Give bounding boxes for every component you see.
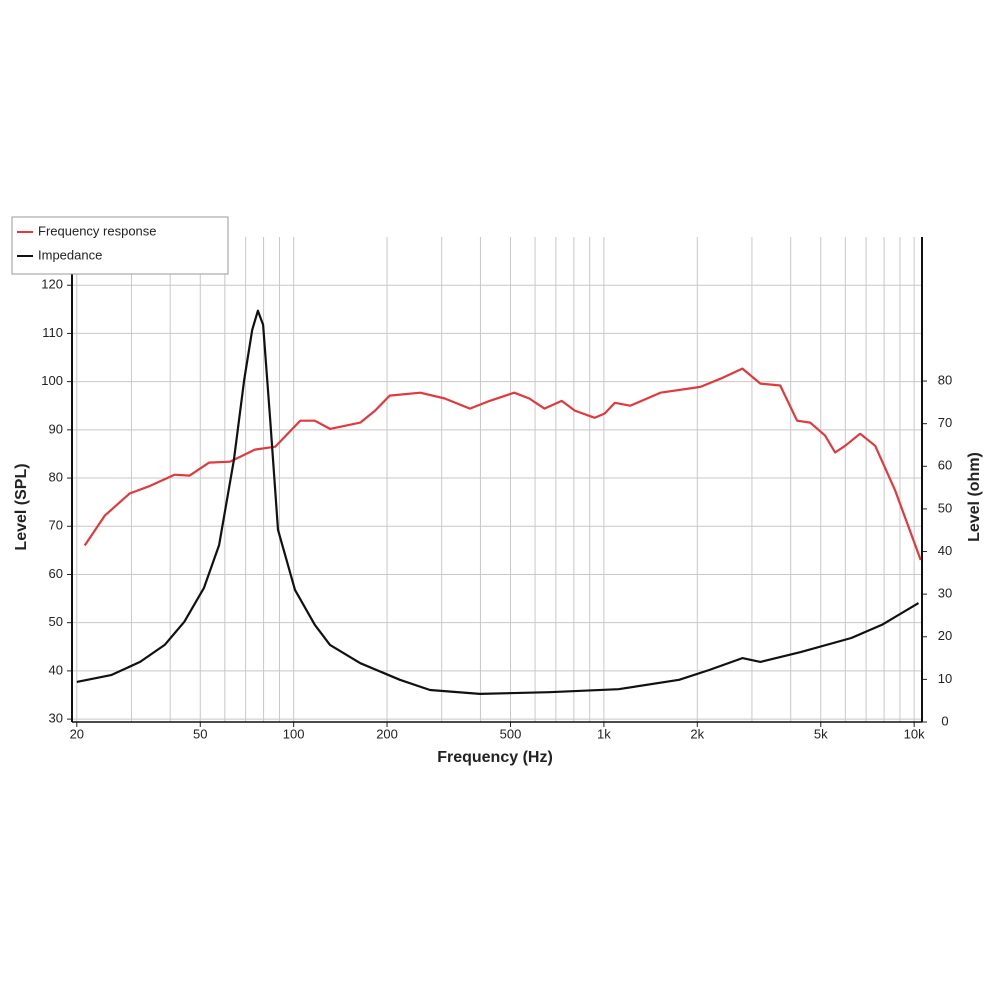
- legend-label: Impedance: [38, 247, 102, 262]
- x-tick-label: 2k: [690, 726, 704, 741]
- y2-tick-label: 10: [938, 671, 952, 686]
- legend-box: [11, 216, 229, 275]
- y2-tick-label: 0: [941, 713, 948, 728]
- x-axis-title: Frequency (Hz): [437, 749, 553, 766]
- x-tick-label: 1k: [597, 726, 611, 741]
- y-tick-label: 60: [49, 566, 63, 581]
- y2-tick-label: 30: [938, 586, 952, 601]
- y2-axis-title: Level (ohm): [966, 452, 983, 542]
- series-line: [83, 367, 922, 561]
- series-line: [76, 309, 920, 695]
- y-tick-label: 110: [42, 325, 63, 340]
- x-tick-label: 20: [70, 726, 84, 741]
- y-tick-label: 50: [49, 614, 63, 629]
- y2-tick-label: 80: [938, 372, 952, 387]
- y2-tick-label: 20: [938, 628, 952, 643]
- y-tick-label: 100: [41, 373, 63, 388]
- y2-tick-label: 50: [938, 500, 952, 515]
- x-tick-label: 50: [193, 726, 207, 741]
- y-tick-label: 90: [49, 421, 63, 436]
- y-tick-label: 40: [49, 662, 63, 677]
- y-axis-title: Level (SPL): [13, 463, 30, 550]
- y-tick-label: 30: [49, 711, 63, 726]
- x-tick-label: 200: [376, 726, 398, 741]
- y-tick-label: 120: [41, 277, 63, 292]
- y-tick-label: 80: [49, 469, 63, 484]
- x-tick-label: 100: [283, 726, 305, 741]
- y2-tick-label: 60: [938, 458, 952, 473]
- legend-label: Frequency response: [38, 223, 157, 238]
- x-tick-label: 10k: [904, 726, 925, 741]
- y-tick-label: 70: [49, 518, 63, 533]
- y2-tick-label: 70: [938, 415, 952, 430]
- x-tick-label: 5k: [814, 726, 828, 741]
- y2-tick-label: 40: [938, 543, 952, 558]
- x-tick-label: 500: [500, 726, 522, 741]
